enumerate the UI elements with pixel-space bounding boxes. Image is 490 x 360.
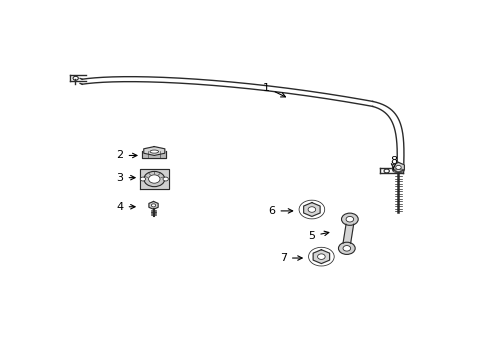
Circle shape	[342, 213, 358, 225]
Text: 3: 3	[117, 173, 135, 183]
Polygon shape	[144, 147, 165, 156]
Circle shape	[148, 175, 160, 183]
Text: 7: 7	[280, 253, 302, 263]
Ellipse shape	[150, 150, 159, 153]
Polygon shape	[313, 250, 330, 264]
Polygon shape	[392, 162, 404, 172]
Polygon shape	[149, 202, 158, 209]
Ellipse shape	[395, 170, 401, 172]
Text: 1: 1	[263, 82, 286, 97]
Circle shape	[151, 204, 156, 207]
Text: 2: 2	[117, 150, 137, 161]
Circle shape	[140, 177, 146, 181]
Circle shape	[318, 254, 325, 260]
Ellipse shape	[393, 169, 404, 173]
Circle shape	[163, 177, 169, 181]
Text: 8: 8	[390, 156, 397, 169]
Polygon shape	[140, 169, 169, 189]
Polygon shape	[343, 224, 354, 243]
Circle shape	[339, 242, 355, 255]
Ellipse shape	[144, 171, 165, 186]
Text: 5: 5	[308, 231, 329, 241]
Circle shape	[396, 165, 401, 170]
Circle shape	[343, 246, 351, 251]
Text: 4: 4	[117, 202, 135, 212]
Text: 6: 6	[269, 206, 293, 216]
Circle shape	[308, 207, 316, 212]
Circle shape	[346, 216, 354, 222]
Polygon shape	[142, 151, 167, 158]
Polygon shape	[304, 203, 320, 216]
